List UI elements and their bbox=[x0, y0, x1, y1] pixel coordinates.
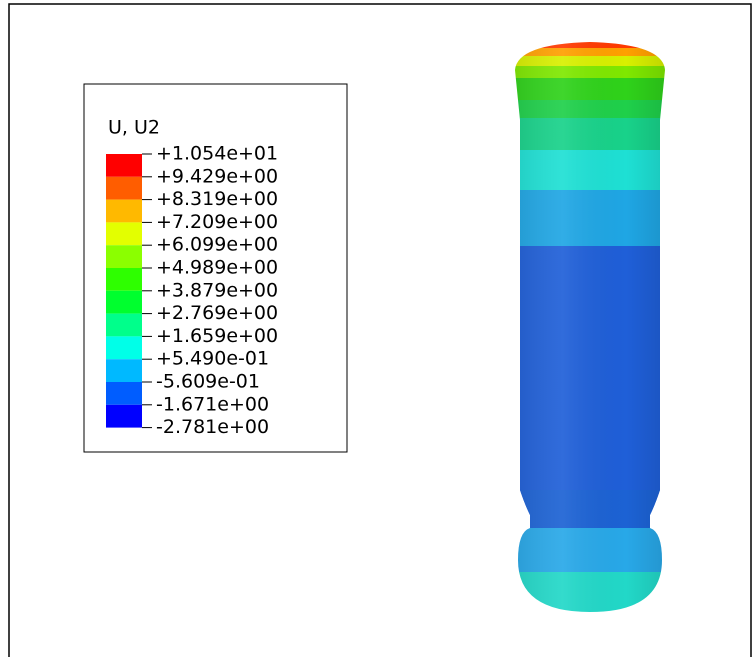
model bbox=[500, 40, 680, 620]
legend-swatch bbox=[106, 177, 142, 200]
legend-label: -2.781e+00 bbox=[156, 416, 269, 438]
legend: +1.054e+01+9.429e+00+8.319e+00+7.209e+00… bbox=[106, 143, 278, 439]
legend-title: U, U2 bbox=[108, 117, 160, 139]
legend-label: +8.319e+00 bbox=[156, 188, 278, 210]
legend-swatch bbox=[106, 382, 142, 405]
legend-label: +9.429e+00 bbox=[156, 165, 278, 187]
page: {"legend": {"title": "U, U2", "labels": … bbox=[0, 0, 756, 657]
legend-label: +4.989e+00 bbox=[156, 257, 278, 279]
legend-swatch bbox=[106, 222, 142, 245]
legend-label: +5.490e-01 bbox=[156, 348, 269, 370]
legend-swatch bbox=[106, 359, 142, 382]
legend-label: -1.671e+00 bbox=[156, 393, 269, 415]
viewport: U, U2 +1.054e+01+9.429e+00+8.319e+00+7.2… bbox=[0, 0, 756, 657]
legend-label: +6.099e+00 bbox=[156, 234, 278, 256]
legend-label: -5.609e-01 bbox=[156, 371, 260, 393]
legend-swatch bbox=[106, 336, 142, 359]
legend-swatch bbox=[106, 405, 142, 428]
legend-swatch bbox=[106, 268, 142, 291]
legend-swatch bbox=[106, 314, 142, 337]
legend-swatch bbox=[106, 154, 142, 177]
legend-swatch bbox=[106, 245, 142, 268]
legend-swatch bbox=[106, 200, 142, 223]
legend-label: +3.879e+00 bbox=[156, 279, 278, 301]
legend-label: +1.054e+01 bbox=[156, 143, 278, 165]
legend-label: +2.769e+00 bbox=[156, 302, 278, 324]
legend-swatch bbox=[106, 291, 142, 314]
legend-label: +1.659e+00 bbox=[156, 325, 278, 347]
legend-label: +7.209e+00 bbox=[156, 211, 278, 233]
